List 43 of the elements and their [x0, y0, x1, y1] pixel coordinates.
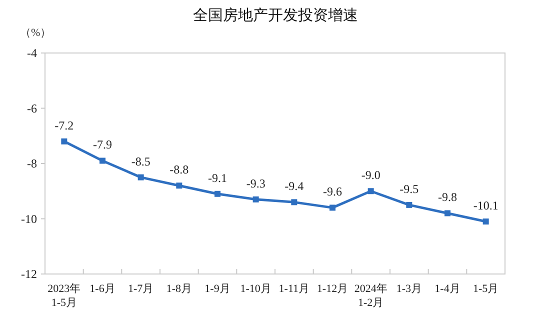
point	[252, 196, 259, 202]
data-label: -9.0	[361, 168, 380, 182]
x-tick-label: 1-5月	[472, 283, 499, 295]
data-label: -9.5	[400, 182, 419, 196]
point	[330, 204, 336, 211]
data-label: -8.8	[170, 162, 189, 177]
data-label: -9.8	[438, 190, 457, 204]
point	[61, 138, 68, 144]
y-tick-label: -10	[21, 212, 37, 226]
point	[138, 174, 144, 180]
x-tick-label: 1-11月	[278, 283, 310, 295]
x-tick-label: 2023年 1-5月	[48, 283, 81, 309]
data-label: -7.9	[93, 138, 112, 152]
x-tick-label: 1-12月	[316, 283, 348, 295]
data-label: -9.3	[246, 176, 266, 190]
x-tick-label: 1-9月	[204, 283, 230, 295]
data-label: -9.1	[208, 170, 227, 185]
point	[100, 158, 106, 164]
x-tick-label: 1-6月	[90, 283, 116, 295]
point	[176, 182, 182, 189]
data-label: -9.4	[284, 179, 304, 194]
y-tick-label: -12	[21, 267, 37, 282]
x-tick-label: 1-3月	[396, 283, 422, 295]
x-tick-label: 1-10月	[240, 283, 272, 295]
x-tick-label: 1-7月	[128, 283, 154, 295]
point	[482, 218, 489, 225]
y-axis-title: （%）	[20, 27, 52, 39]
point	[214, 190, 220, 197]
x-tick-label: 1-8月	[166, 283, 192, 295]
y-tick-label: -8	[27, 156, 37, 171]
point	[368, 188, 374, 194]
data-label: -10.1	[473, 198, 498, 213]
x-tick-label: 2024年 1-2月	[354, 283, 388, 309]
chart-title: 全国房地产开发投资增速	[193, 6, 358, 24]
data-label: -9.6	[323, 184, 342, 199]
point	[406, 202, 412, 208]
point	[291, 199, 298, 206]
data-label: -7.2	[54, 118, 74, 132]
y-tick-label: -4	[27, 46, 37, 60]
y-tick-label: -6	[27, 101, 37, 116]
point	[444, 210, 450, 216]
x-tick-label: 1-4月	[434, 283, 460, 295]
data-label: -8.5	[131, 154, 150, 168]
